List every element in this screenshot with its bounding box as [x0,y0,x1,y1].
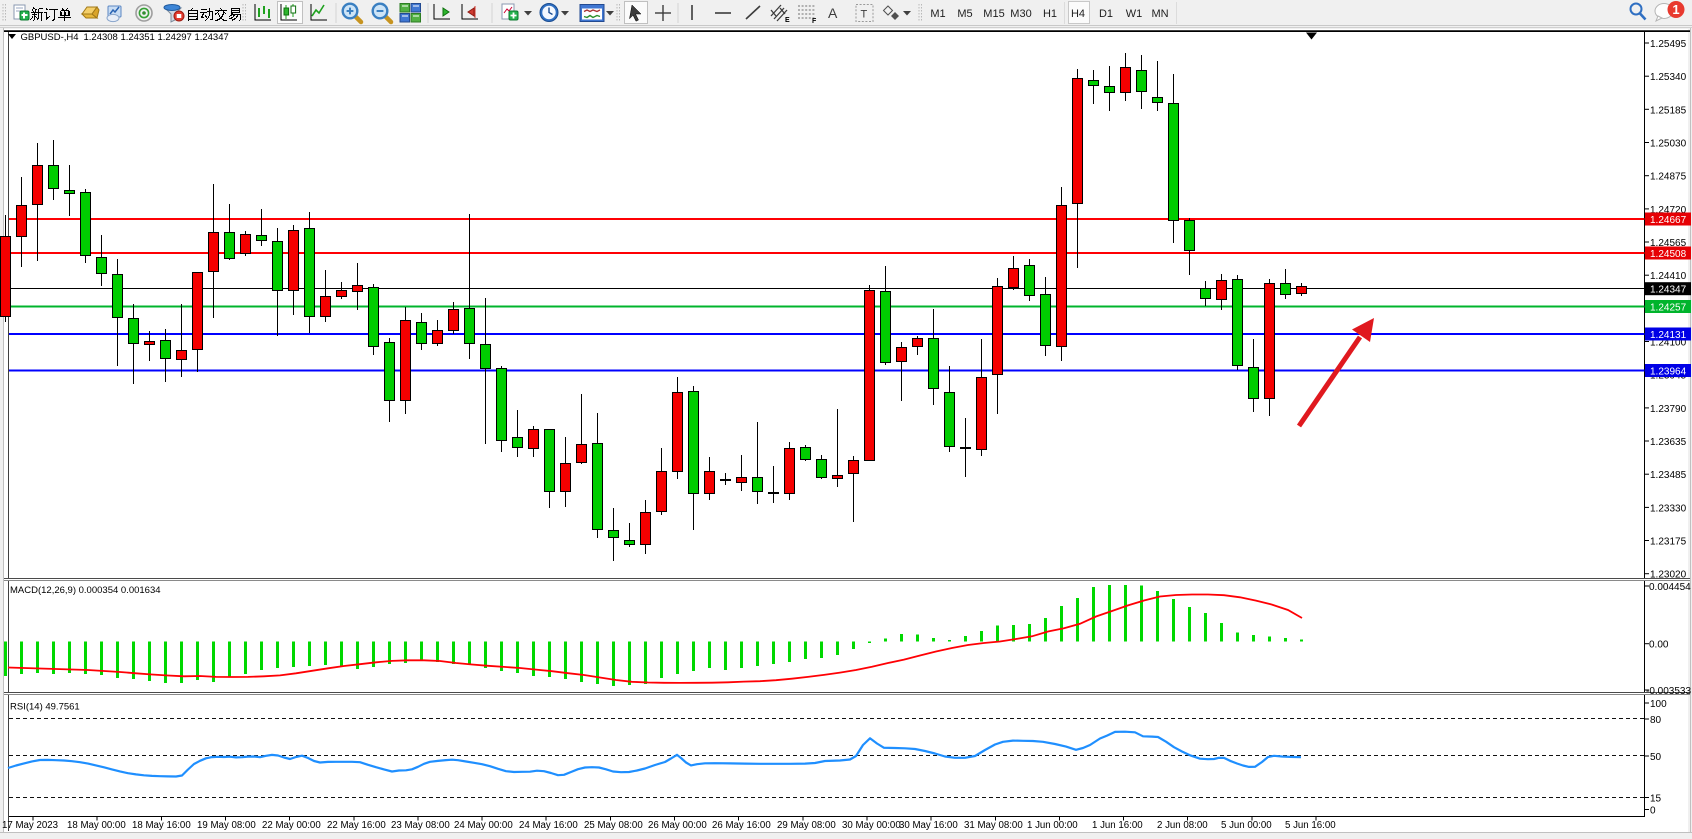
svg-text:H1: H1 [1043,8,1057,20]
svg-text:F: F [812,18,817,25]
svg-text:1.25495: 1.25495 [1650,39,1687,50]
svg-text:22 May 00:00: 22 May 00:00 [262,820,321,831]
svg-text:100: 100 [1650,699,1667,710]
svg-text:19 May 08:00: 19 May 08:00 [197,820,256,831]
svg-text:1.24667: 1.24667 [1650,215,1687,226]
svg-text:1.24308 1.24351 1.24297 1.2434: 1.24308 1.24351 1.24297 1.24347 [84,32,229,43]
svg-text:22 May 16:00: 22 May 16:00 [327,820,386,831]
svg-text:24 May 16:00: 24 May 16:00 [519,820,578,831]
svg-text:1.24508: 1.24508 [1650,249,1687,260]
svg-text:2 Jun 08:00: 2 Jun 08:00 [1157,820,1208,831]
svg-text:5 Jun 16:00: 5 Jun 16:00 [1285,820,1336,831]
svg-text:A: A [828,5,838,21]
svg-text:E: E [785,17,790,24]
svg-text:MACD(12,26,9) 0.000354 0.00163: MACD(12,26,9) 0.000354 0.001634 [10,585,161,596]
svg-text:1.23175: 1.23175 [1650,537,1687,548]
svg-text:30 May 16:00: 30 May 16:00 [899,820,958,831]
svg-text:-0.003533: -0.003533 [1646,686,1691,697]
svg-text:26 May 16:00: 26 May 16:00 [712,820,771,831]
svg-text:80: 80 [1650,715,1662,726]
svg-text:1.24720: 1.24720 [1650,205,1687,216]
svg-text:1.23635: 1.23635 [1650,437,1687,448]
svg-text:1 Jun 16:00: 1 Jun 16:00 [1092,820,1143,831]
svg-text:1.24410: 1.24410 [1650,271,1687,282]
svg-text:50: 50 [1650,752,1662,763]
svg-text:T: T [861,9,868,21]
svg-text:1.23330: 1.23330 [1650,503,1687,514]
svg-text:0.00: 0.00 [1649,640,1669,651]
svg-text:31 May 08:00: 31 May 08:00 [964,820,1023,831]
svg-text:18 May 00:00: 18 May 00:00 [67,820,126,831]
svg-text:17 May 2023: 17 May 2023 [2,820,58,831]
svg-text:25 May 08:00: 25 May 08:00 [584,820,643,831]
svg-text:29 May 08:00: 29 May 08:00 [777,820,836,831]
svg-text:1.23790: 1.23790 [1650,404,1687,415]
svg-text:0: 0 [1650,806,1656,817]
svg-text:5 Jun 00:00: 5 Jun 00:00 [1221,820,1272,831]
svg-text:1.24347: 1.24347 [1650,285,1687,296]
svg-text:1.24100: 1.24100 [1650,338,1687,349]
svg-text:D1: D1 [1099,8,1113,20]
svg-text:1.24257: 1.24257 [1650,303,1687,314]
svg-text:1.25030: 1.25030 [1650,139,1687,150]
svg-text:18 May 16:00: 18 May 16:00 [132,820,191,831]
svg-text:1.25340: 1.25340 [1650,72,1687,83]
svg-text:26 May 00:00: 26 May 00:00 [648,820,707,831]
svg-text:1.23964: 1.23964 [1650,367,1687,378]
svg-text:W1: W1 [1126,8,1143,20]
svg-text:23 May 08:00: 23 May 08:00 [391,820,450,831]
svg-text:1.23020: 1.23020 [1650,570,1687,581]
svg-text:30 May 00:00: 30 May 00:00 [842,820,901,831]
svg-text:1 Jun 00:00: 1 Jun 00:00 [1027,820,1078,831]
svg-text:1.23485: 1.23485 [1650,470,1687,481]
svg-text:GBPUSD-,H4: GBPUSD-,H4 [21,32,79,43]
svg-text:1.24131: 1.24131 [1650,330,1687,341]
svg-text:M5: M5 [957,8,972,20]
svg-text:M1: M1 [930,8,945,20]
svg-text:1.24565: 1.24565 [1650,238,1687,249]
svg-text:MN: MN [1151,8,1168,20]
svg-text:24 May 00:00: 24 May 00:00 [454,820,513,831]
svg-text:RSI(14) 49.7561: RSI(14) 49.7561 [10,702,80,713]
svg-text:H4: H4 [1071,8,1085,20]
svg-text:1.24875: 1.24875 [1650,172,1687,183]
svg-text:15: 15 [1650,794,1662,805]
svg-text:M30: M30 [1010,8,1031,20]
svg-text:1.25185: 1.25185 [1650,105,1687,116]
svg-text:0.004454: 0.004454 [1649,582,1691,593]
svg-text:M15: M15 [983,8,1004,20]
svg-text:1: 1 [1672,2,1679,17]
